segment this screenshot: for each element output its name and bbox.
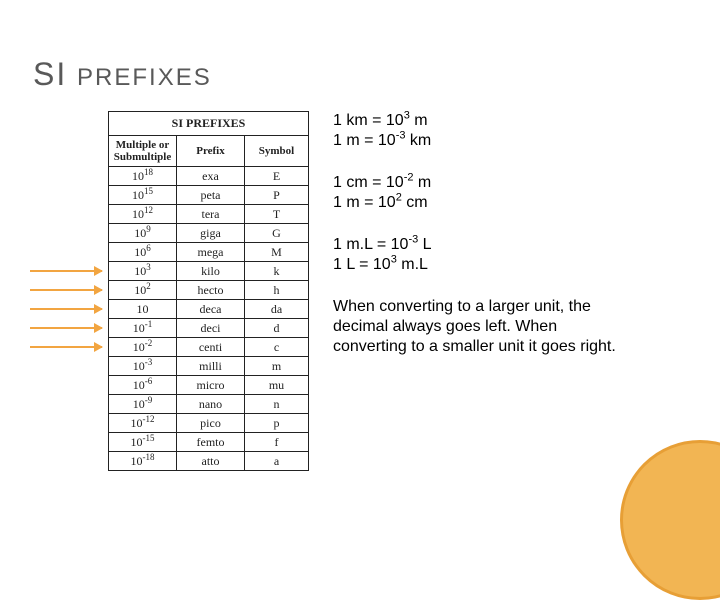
conversion-note: When converting to a larger unit, the de… [333, 297, 633, 357]
table-row: 10-6micromu [109, 376, 309, 395]
symbol-cell: h [245, 281, 309, 300]
prefix-cell: peta [177, 186, 245, 205]
prefix-cell: giga [177, 224, 245, 243]
multiple-cell: 10-12 [109, 414, 177, 433]
title-big: SI [33, 56, 67, 92]
table-row: 10-1decid [109, 319, 309, 338]
prefix-cell: exa [177, 167, 245, 186]
symbol-cell: G [245, 224, 309, 243]
table-row: 103kilok [109, 262, 309, 281]
table-header-0: Multiple or Submultiple [109, 136, 177, 167]
multiple-cell: 102 [109, 281, 177, 300]
table-row: 106megaM [109, 243, 309, 262]
prefix-cell: micro [177, 376, 245, 395]
table-row: 10-3millim [109, 357, 309, 376]
conversion-line: 1 L = 103 m.L [333, 255, 633, 275]
conversion-line: 1 m = 10-3 km [333, 131, 633, 151]
multiple-cell: 103 [109, 262, 177, 281]
table-header-2: Symbol [245, 136, 309, 167]
symbol-cell: a [245, 452, 309, 471]
multiple-cell: 10-9 [109, 395, 177, 414]
symbol-cell: T [245, 205, 309, 224]
multiple-cell: 10-3 [109, 357, 177, 376]
multiple-cell: 1012 [109, 205, 177, 224]
table-row: 10-9nanon [109, 395, 309, 414]
prefix-cell: mega [177, 243, 245, 262]
prefix-cell: deci [177, 319, 245, 338]
table-row: 1018exaE [109, 167, 309, 186]
symbol-cell: k [245, 262, 309, 281]
arrow-icon [30, 327, 102, 329]
conversion-groups: 1 km = 103 m1 m = 10-3 km1 cm = 10-2 m1 … [333, 111, 633, 275]
table-row: 10-18attoa [109, 452, 309, 471]
conversion-group: 1 cm = 10-2 m1 m = 102 cm [333, 173, 633, 213]
symbol-cell: da [245, 300, 309, 319]
table-wrap: SI PREFIXES Multiple or Submultiple Pref… [108, 111, 309, 471]
symbol-cell: P [245, 186, 309, 205]
table-header-1: Prefix [177, 136, 245, 167]
table-row: 1012teraT [109, 205, 309, 224]
prefix-cell: pico [177, 414, 245, 433]
symbol-cell: M [245, 243, 309, 262]
multiple-cell: 106 [109, 243, 177, 262]
conversion-line: 1 km = 103 m [333, 111, 633, 131]
prefix-cell: milli [177, 357, 245, 376]
slide-title: SI PREFIXES [30, 56, 690, 93]
table-row: 1015petaP [109, 186, 309, 205]
table-row: 10decada [109, 300, 309, 319]
conversion-group: 1 km = 103 m1 m = 10-3 km [333, 111, 633, 151]
multiple-cell: 10-6 [109, 376, 177, 395]
arrow-icon [30, 289, 102, 291]
table-row: 10-15femtof [109, 433, 309, 452]
prefix-cell: hecto [177, 281, 245, 300]
multiple-cell: 1018 [109, 167, 177, 186]
table-row: 10-2centic [109, 338, 309, 357]
table-caption: SI PREFIXES [109, 112, 309, 136]
symbol-cell: m [245, 357, 309, 376]
arrow-icon [30, 346, 102, 348]
multiple-cell: 109 [109, 224, 177, 243]
symbol-cell: d [245, 319, 309, 338]
slide-body: SI PREFIXES SI PREFIXES Multiple or Subm… [0, 0, 720, 540]
table-row: 102hectoh [109, 281, 309, 300]
multiple-cell: 1015 [109, 186, 177, 205]
prefix-cell: kilo [177, 262, 245, 281]
prefix-cell: nano [177, 395, 245, 414]
multiple-cell: 10-2 [109, 338, 177, 357]
title-small: PREFIXES [77, 64, 212, 91]
symbol-cell: E [245, 167, 309, 186]
prefix-cell: tera [177, 205, 245, 224]
table-row: 10-12picop [109, 414, 309, 433]
symbol-cell: n [245, 395, 309, 414]
table-header-row: Multiple or Submultiple Prefix Symbol [109, 136, 309, 167]
symbol-cell: p [245, 414, 309, 433]
symbol-cell: f [245, 433, 309, 452]
multiple-cell: 10-1 [109, 319, 177, 338]
prefix-cell: femto [177, 433, 245, 452]
content-row: SI PREFIXES Multiple or Submultiple Pref… [30, 111, 690, 471]
multiple-cell: 10 [109, 300, 177, 319]
conversion-group: 1 m.L = 10-3 L1 L = 103 m.L [333, 235, 633, 275]
arrow-icon [30, 308, 102, 310]
arrow-icon [30, 270, 102, 272]
table-row: 109gigaG [109, 224, 309, 243]
conversion-line: 1 m = 102 cm [333, 193, 633, 213]
prefix-cell: deca [177, 300, 245, 319]
symbol-cell: c [245, 338, 309, 357]
symbol-cell: mu [245, 376, 309, 395]
multiple-cell: 10-15 [109, 433, 177, 452]
multiple-cell: 10-18 [109, 452, 177, 471]
si-prefixes-table: SI PREFIXES Multiple or Submultiple Pref… [108, 111, 309, 471]
prefix-cell: centi [177, 338, 245, 357]
conversion-line: 1 cm = 10-2 m [333, 173, 633, 193]
conversion-line: 1 m.L = 10-3 L [333, 235, 633, 255]
prefix-cell: atto [177, 452, 245, 471]
text-column: 1 km = 103 m1 m = 10-3 km1 cm = 10-2 m1 … [333, 111, 633, 379]
